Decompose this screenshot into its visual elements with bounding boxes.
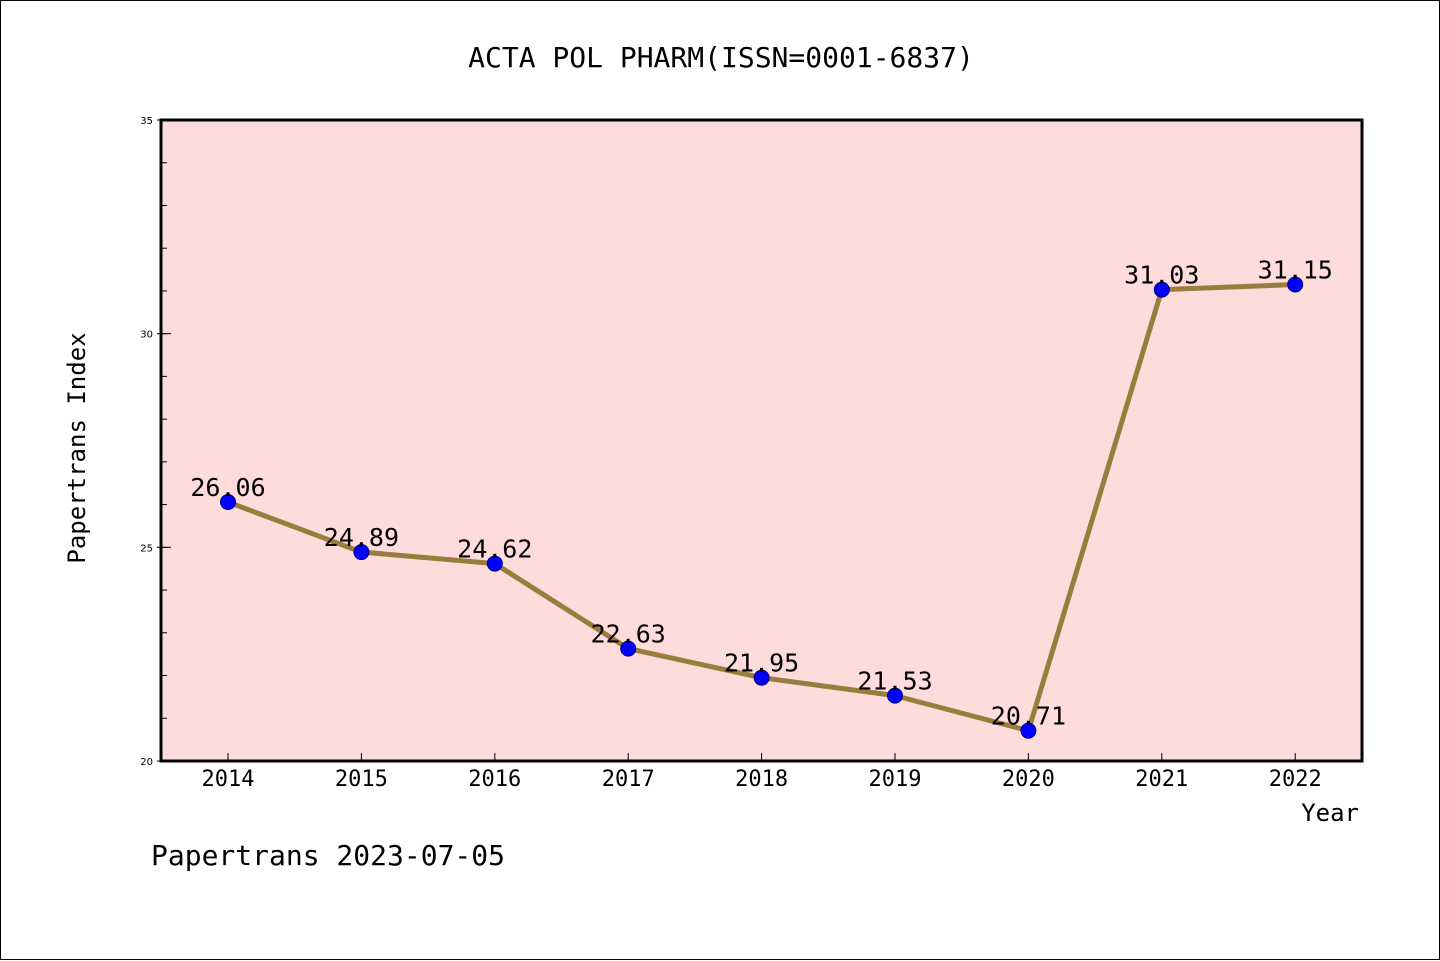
y-tick-label: 35 [140, 116, 153, 127]
x-tick-label: 2018 [735, 767, 788, 792]
x-tick-label: 2020 [1002, 767, 1055, 792]
data-point [753, 669, 770, 686]
series-group: 26.06 24.89 24.62 22.63 21.95 21.53 20.71 31.03… [190, 256, 1333, 739]
data-label: 26.06 [190, 473, 265, 502]
x-tick-label: 2021 [1135, 767, 1188, 792]
x-tick-label: 2022 [1269, 767, 1322, 792]
data-label: 21.53 [857, 667, 932, 696]
x-axis-label: Year [1301, 799, 1359, 827]
data-label: 20.71 [991, 702, 1066, 731]
data-point [220, 494, 236, 511]
data-point [1287, 276, 1304, 293]
data-label: 31.03 [1124, 261, 1199, 290]
y-axis-ticks: 20 25 30 35 [140, 116, 171, 768]
data-point [353, 544, 370, 561]
data-point [486, 555, 503, 572]
data-label: 31.15 [1258, 256, 1333, 285]
x-tick-label: 2014 [202, 767, 255, 792]
footer-text: Papertrans 2023-07-05 [151, 839, 505, 872]
data-point [620, 640, 637, 657]
data-point [1153, 281, 1170, 298]
data-label: 22.63 [591, 620, 666, 649]
y-tick-label: 20 [140, 757, 153, 768]
x-tick-label: 2015 [335, 767, 388, 792]
x-tick-label: 2019 [869, 767, 922, 792]
plot-area [159, 118, 1364, 763]
chart-title: ACTA POL PHARM(ISSN=0001-6837) [468, 41, 974, 74]
y-tick-label: 30 [140, 330, 153, 341]
x-axis-ticks: 2014 2015 2016 2017 2018 2019 2020 2021 2022 [202, 753, 1322, 792]
data-label: 24.62 [457, 535, 532, 564]
y-tick-label: 25 [140, 543, 153, 554]
data-point [887, 687, 903, 704]
data-label: 21.95 [724, 649, 799, 678]
data-label: 24.89 [324, 523, 399, 552]
x-tick-label: 2017 [602, 767, 655, 792]
x-tick-label: 2016 [468, 767, 521, 792]
y-axis-label: Papertrans Index [63, 332, 91, 563]
data-point [1020, 722, 1037, 739]
